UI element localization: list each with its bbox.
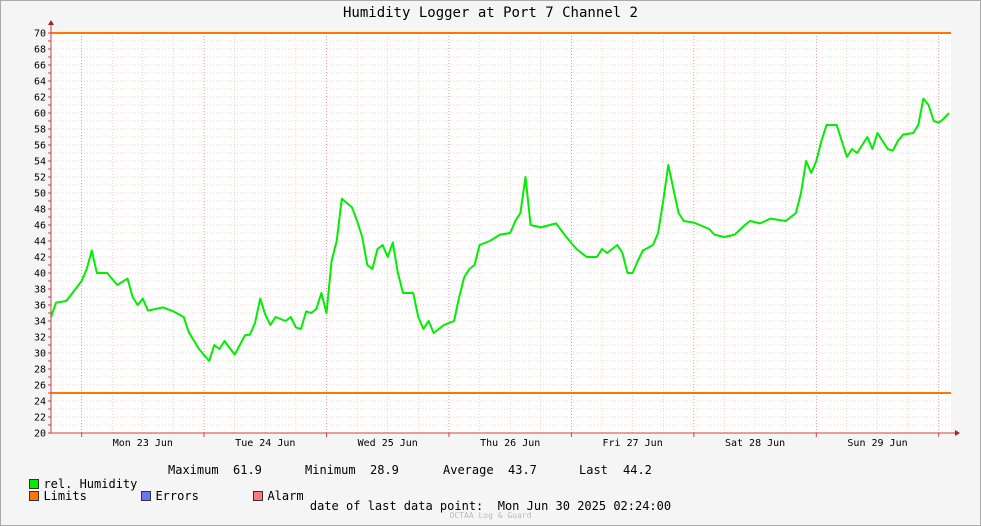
y-axis-ticks: 20 22 24 26 28 30 32 34 36 38 40 42 44 46 48 50 52 54 56 58…	[34, 29, 51, 440]
legend-series-name: rel. Humidity	[43, 477, 138, 491]
y-tick-label: 70	[34, 29, 46, 40]
x-tick-label: Sat 28 Jun	[725, 438, 785, 449]
y-tick-label: 26	[34, 381, 46, 392]
max-label: Maximum	[168, 463, 219, 477]
min-label: Minimum	[305, 463, 356, 477]
y-tick-label: 20	[34, 429, 46, 440]
legend-series-row: rel. Humidity	[15, 463, 137, 491]
watermark: OCTAA Log & Guard	[449, 511, 532, 520]
y-tick-label: 42	[34, 253, 46, 264]
chart-title: Humidity Logger at Port 7 Channel 2	[342, 5, 638, 21]
y-tick-label: 56	[34, 141, 46, 152]
errors-label: Errors	[155, 489, 199, 503]
y-tick-label: 58	[34, 125, 46, 136]
last-value: 44.2	[623, 463, 652, 477]
y-tick-label: 48	[34, 205, 46, 216]
legend-last: Last	[579, 463, 608, 477]
x-tick-label: Wed 25 Jun	[358, 438, 418, 449]
y-tick-label: 44	[34, 237, 46, 248]
x-tick-label: Tue 24 Jun	[235, 438, 295, 449]
last-label: Last	[579, 463, 608, 477]
avg-label: Average	[443, 463, 494, 477]
y-tick-label: 64	[34, 77, 46, 88]
x-axis-ticks: Mon 23 Jun Tue 24 Jun Wed 25 Jun Thu 26 Jun…	[81, 433, 940, 449]
y-tick-label: 30	[34, 349, 46, 360]
x-tick-label: Sun 29 Jun	[847, 438, 907, 449]
series-line-humidity	[50, 97, 950, 362]
y-tick-label: 62	[34, 93, 46, 104]
series-lines	[50, 97, 950, 362]
x-tick-label: Thu 26 Jun	[480, 438, 540, 449]
y-tick-label: 60	[34, 109, 46, 120]
grid	[50, 32, 951, 434]
legend-max-val: 61.9	[233, 463, 262, 477]
x-tick-label: Fri 27 Jun	[603, 438, 663, 449]
legend-min-val: 28.9	[370, 463, 399, 477]
y-tick-label: 52	[34, 173, 46, 184]
legend-max: Maximum	[168, 463, 219, 477]
legend-errors: Errors	[127, 475, 199, 503]
errors-swatch	[141, 491, 152, 501]
y-tick-label: 46	[34, 221, 46, 232]
limit-lines	[51, 32, 951, 394]
y-tick-label: 68	[34, 45, 46, 56]
avg-value: 43.7	[508, 463, 537, 477]
y-axis-arrow	[48, 20, 54, 25]
legend-avg-val: 43.7	[508, 463, 537, 477]
last-point-label: date of last data point:	[309, 499, 484, 513]
max-value: 61.9	[233, 463, 262, 477]
y-tick-label: 36	[34, 301, 46, 312]
limits-swatch	[29, 491, 40, 501]
series-swatch	[29, 479, 40, 489]
legend-min: Minimum	[305, 463, 356, 477]
alarm-swatch	[253, 491, 264, 501]
legend-avg: Average	[443, 463, 494, 477]
y-tick-label: 22	[34, 413, 46, 424]
alarm-label: Alarm	[267, 489, 304, 503]
y-tick-label: 54	[34, 157, 46, 168]
limits-label: Limits	[43, 489, 87, 503]
y-tick-label: 40	[34, 269, 46, 280]
y-tick-label: 28	[34, 365, 46, 376]
y-tick-label: 66	[34, 61, 46, 72]
axes	[48, 20, 960, 436]
last-data-point: date of last data point: Mon Jun 30 2025…	[0, 499, 981, 513]
legend-limits: Limits	[15, 475, 87, 503]
y-tick-label: 32	[34, 333, 46, 344]
min-value: 28.9	[370, 463, 399, 477]
last-point-value: Mon Jun 30 2025 02:24:00	[497, 499, 672, 513]
y-tick-label: 24	[34, 397, 46, 408]
y-tick-label: 38	[34, 285, 46, 296]
x-axis-arrow	[955, 430, 960, 436]
y-tick-label: 50	[34, 189, 46, 200]
y-tick-label: 34	[34, 317, 46, 328]
legend-last-val: 44.2	[623, 463, 652, 477]
x-tick-label: Mon 23 Jun	[113, 438, 173, 449]
legend-alarm: Alarm	[239, 475, 304, 503]
